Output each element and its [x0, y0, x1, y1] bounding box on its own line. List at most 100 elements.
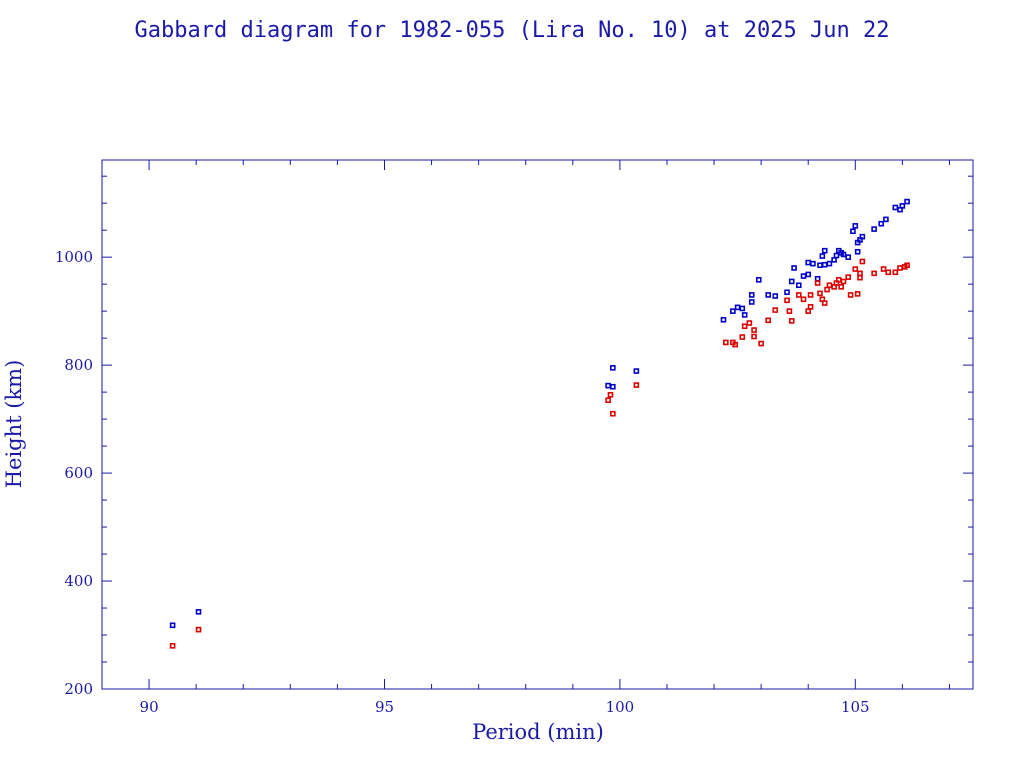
x-tick-labels: 90 95 100 105: [140, 698, 870, 716]
data-point: [720, 316, 727, 323]
data-point: [791, 265, 797, 271]
data-points: [169, 198, 910, 649]
data-point: [845, 274, 852, 280]
data-point: [610, 383, 616, 390]
plot-frame: [101, 159, 974, 690]
data-point: [826, 282, 833, 289]
x-tick-label: 100: [606, 698, 635, 716]
data-point: [814, 280, 821, 286]
data-point: [854, 291, 861, 297]
data-point: [772, 293, 779, 299]
data-point: [800, 273, 807, 279]
y-tick-label: 400: [64, 572, 93, 590]
data-point: [195, 609, 202, 615]
data-point: [795, 282, 802, 289]
data-point: [833, 252, 840, 259]
data-point: [845, 254, 852, 260]
data-point: [605, 397, 611, 404]
data-point: [169, 643, 176, 649]
data-point: [810, 260, 816, 267]
data-point: [838, 284, 844, 290]
data-point: [821, 300, 828, 306]
data-point: [805, 308, 812, 314]
x-tick-label: 90: [140, 698, 159, 716]
data-point: [788, 318, 795, 324]
data-point: [739, 305, 746, 312]
data-point: [610, 365, 616, 371]
data-point: [819, 253, 826, 259]
y-axis-label: Height (km): [2, 360, 26, 489]
data-point: [784, 297, 790, 304]
axis-ticks: [101, 160, 973, 690]
data-point: [730, 308, 736, 314]
data-point: [805, 259, 812, 266]
data-point: [755, 277, 762, 283]
y-tick-label: 800: [64, 356, 93, 374]
data-point: [883, 216, 889, 223]
data-point: [741, 323, 748, 330]
data-point: [892, 204, 899, 211]
data-point: [859, 233, 866, 240]
data-point: [857, 270, 863, 277]
data-point: [732, 341, 739, 348]
data-point: [169, 622, 176, 629]
data-point: [795, 292, 802, 298]
data-point: [899, 203, 906, 209]
data-point: [857, 274, 863, 281]
data-point: [880, 266, 887, 272]
y-tick-label: 600: [64, 464, 93, 482]
data-point: [805, 271, 812, 278]
data-point: [817, 290, 823, 297]
data-point: [821, 261, 828, 268]
data-point: [765, 292, 771, 298]
data-point: [751, 327, 757, 333]
data-point: [852, 266, 859, 272]
data-point: [734, 304, 741, 311]
data-point: [897, 265, 903, 271]
data-point: [748, 292, 755, 298]
data-point: [786, 308, 793, 314]
x-axis-label: Period (min): [472, 720, 604, 744]
data-point: [814, 275, 821, 282]
data-point: [807, 292, 814, 298]
data-point: [824, 286, 830, 293]
data-point: [758, 340, 764, 347]
data-point: [772, 307, 779, 313]
data-point: [746, 320, 753, 326]
data-point: [826, 260, 833, 267]
data-point: [195, 626, 202, 633]
data-point: [739, 334, 746, 340]
data-point: [605, 382, 611, 389]
data-point: [633, 368, 640, 374]
data-point: [741, 312, 748, 318]
data-point: [847, 292, 854, 298]
data-point: [748, 299, 755, 305]
x-tick-label: 105: [841, 698, 870, 716]
data-point: [859, 258, 866, 265]
series-perigee: [169, 258, 910, 649]
data-point: [784, 289, 790, 296]
data-point: [850, 228, 856, 235]
data-point: [904, 198, 910, 205]
data-point: [871, 226, 877, 232]
data-point: [885, 269, 892, 276]
data-point: [854, 248, 861, 255]
data-point: [800, 296, 807, 303]
data-point: [807, 304, 814, 310]
series-apogee: [169, 198, 910, 629]
data-point: [840, 278, 847, 285]
data-point: [607, 392, 614, 398]
y-tick-label: 1000: [55, 248, 93, 266]
data-point: [751, 333, 757, 340]
data-point: [610, 410, 616, 417]
data-point: [904, 262, 910, 269]
y-tick-labels: 200 400 600 800 1000: [55, 248, 93, 698]
data-point: [765, 317, 771, 324]
x-tick-label: 95: [375, 698, 394, 716]
data-point: [633, 382, 640, 388]
data-point: [836, 277, 842, 283]
data-point: [892, 269, 899, 276]
chart-title: Gabbard diagram for 1982-055 (Lira No. 1…: [135, 18, 890, 43]
data-point: [871, 270, 877, 277]
